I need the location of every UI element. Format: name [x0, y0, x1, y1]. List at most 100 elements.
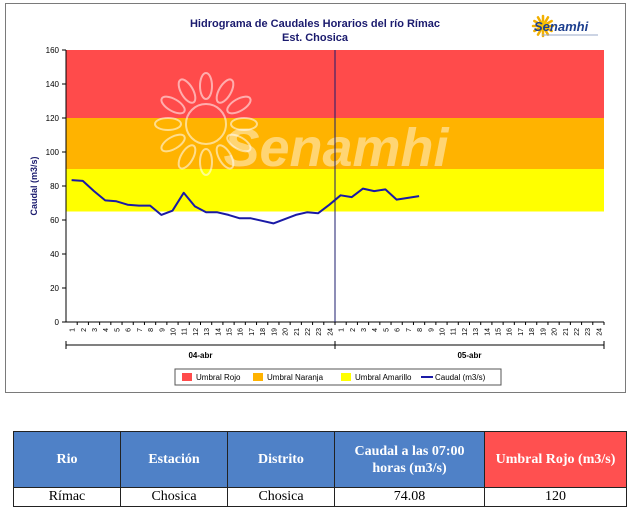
x-tick-label: 6 [395, 328, 402, 332]
x-tick-label: 13 [204, 328, 211, 336]
chart-frame: Hidrograma de Caudales Horarios del río … [5, 3, 626, 393]
x-tick-label: 10 [439, 328, 446, 336]
x-tick-label: 17 [249, 328, 256, 336]
y-tick-label: 20 [50, 284, 59, 293]
x-tick-label: 11 [182, 328, 189, 335]
y-axis-label: Caudal (m3/s) [29, 156, 39, 215]
chart-title: Hidrograma de Caudales Horarios del río … [190, 18, 440, 30]
x-tick-label: 16 [507, 328, 514, 336]
cell-umbral-rojo: 120 [484, 487, 627, 507]
x-tick-label: 6 [126, 328, 133, 332]
x-tick-label: 3 [92, 328, 99, 332]
logo-sun-ray [533, 27, 540, 33]
cell-distrito: Chosica [227, 487, 335, 507]
x-tick-label: 18 [260, 328, 267, 336]
y-tick-label: 100 [46, 148, 60, 157]
x-tick-label: 17 [518, 328, 525, 336]
y-tick-label: 160 [46, 46, 60, 55]
watermark-sun-ray [177, 78, 197, 104]
x-tick-label: 10 [170, 328, 177, 336]
chart-subtitle: Est. Chosica [282, 32, 349, 44]
x-tick-label: 14 [484, 328, 491, 336]
cell-estacion: Chosica [120, 487, 228, 507]
x-tick-label: 1 [339, 328, 346, 332]
x-tick-label: 2 [350, 328, 357, 332]
y-tick-label: 0 [55, 318, 60, 327]
x-tick-label: 3 [361, 328, 368, 332]
logo-sun-ray [533, 19, 540, 25]
watermark-sun-ray [226, 133, 252, 153]
watermark-sun-ray [215, 78, 235, 104]
x-tick-label: 23 [585, 328, 592, 336]
logo-sun-ray [546, 19, 553, 25]
x-tick-label: 20 [552, 328, 559, 336]
x-tick-label: 21 [563, 328, 570, 336]
logo-sun-icon [538, 21, 548, 31]
x-tick-label: 12 [193, 328, 200, 336]
x-tick-label: 8 [417, 328, 424, 332]
logo-sun-ray [536, 16, 542, 23]
x-tick-label: 2 [81, 328, 88, 332]
x-tick-label: 24 [327, 328, 334, 336]
legend-label: Umbral Naranja [267, 373, 324, 382]
x-tick-label: 12 [462, 328, 469, 336]
x-tick-label: 16 [238, 328, 245, 336]
watermark-sun-ray [160, 133, 186, 153]
y-tick-label: 80 [50, 182, 59, 191]
x-tick-label: 23 [316, 328, 323, 336]
x-tick-label: 19 [271, 328, 278, 336]
x-tick-label: 22 [574, 328, 581, 336]
x-tick-label: 21 [294, 328, 301, 336]
legend-label: Umbral Amarillo [355, 373, 412, 382]
x-tick-label: 18 [529, 328, 536, 336]
header-rio: Rio [13, 431, 121, 488]
x-tick-label: 15 [496, 328, 503, 336]
watermark-sun-ray [177, 144, 197, 170]
watermark-sun-ray [230, 117, 258, 131]
x-tick-label: 19 [540, 328, 547, 336]
x-tick-label: 7 [137, 328, 144, 332]
logo-sun-ray [544, 16, 550, 23]
cell-rio: Rímac [13, 487, 121, 507]
logo-sun-ray [544, 29, 550, 36]
day-label: 04-abr [188, 351, 212, 360]
series-line-caudal [71, 179, 420, 225]
x-tick-label: 4 [372, 328, 379, 332]
legend-label: Caudal (m3/s) [435, 373, 486, 382]
x-tick-label: 7 [406, 328, 413, 332]
watermark-text: Senamhi [223, 118, 449, 178]
x-tick-label: 15 [227, 328, 234, 336]
logo-sun-ray [536, 29, 542, 36]
header-umbral-rojo: Umbral Rojo (m3/s) [484, 431, 627, 488]
watermark-sun-ray [199, 148, 213, 176]
x-tick-label: 9 [159, 328, 166, 332]
watermark-sun-ray [199, 72, 213, 100]
legend-swatch [341, 373, 351, 381]
x-tick-label: 11 [451, 328, 458, 335]
logo-text: Senamhi [534, 19, 589, 34]
x-tick-label: 4 [103, 328, 110, 332]
hydrograph-chart: Hidrograma de Caudales Horarios del río … [29, 14, 605, 386]
y-tick-label: 60 [50, 216, 59, 225]
header-estacion: Estación [120, 431, 228, 488]
x-tick-label: 13 [473, 328, 480, 336]
x-tick-label: 1 [70, 328, 77, 332]
x-tick-label: 14 [215, 328, 222, 336]
watermark-sun-ray [226, 95, 252, 115]
x-tick-label: 9 [428, 328, 435, 332]
x-tick-label: 5 [114, 328, 121, 332]
logo-sun-ray [546, 27, 553, 33]
header-distrito: Distrito [227, 431, 335, 488]
x-tick-label: 22 [305, 328, 312, 336]
y-tick-label: 40 [50, 250, 59, 259]
table-header-row: Rio Estación Distrito Caudal a las 07:00… [13, 431, 627, 488]
watermark-sun-ray [215, 144, 235, 170]
day-label: 05-abr [457, 351, 481, 360]
x-tick-label: 8 [148, 328, 155, 332]
legend-swatch [182, 373, 192, 381]
x-tick-label: 24 [596, 328, 603, 336]
legend-swatch [253, 373, 263, 381]
watermark-sun-ray [154, 117, 182, 131]
watermark-sun-ray [160, 95, 186, 115]
x-tick-label: 20 [283, 328, 290, 336]
